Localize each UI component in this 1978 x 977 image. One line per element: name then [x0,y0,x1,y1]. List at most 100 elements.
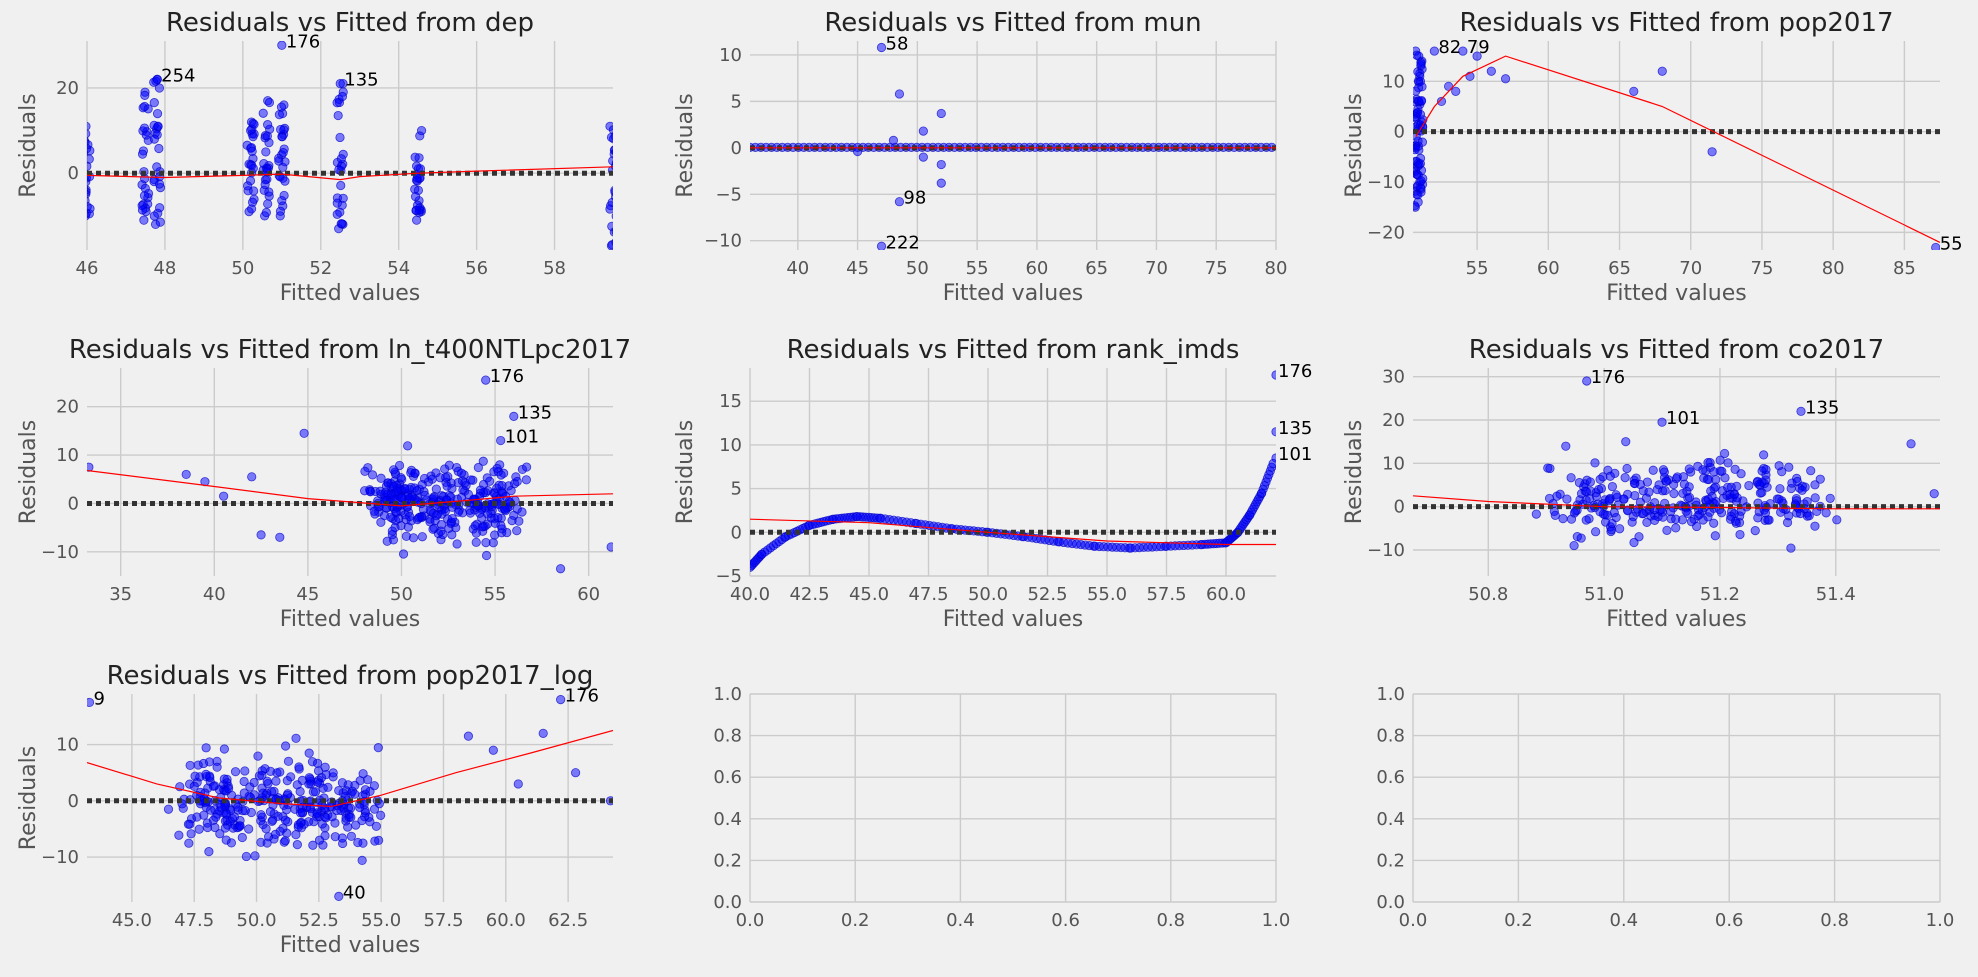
residual-point [610,193,613,201]
residual-point [215,829,225,839]
residual-point [268,815,278,825]
residual-point [1669,488,1679,499]
residual-point [152,109,163,119]
outlier-point [488,745,498,755]
outlier-point [1472,51,1482,61]
y-axis-label: Residuals [1342,420,1367,524]
y-tick-label: 0.4 [1376,809,1405,830]
residual-point [184,838,194,848]
residual-point [332,209,342,219]
residual-point [283,756,294,766]
residual-point [374,835,384,845]
x-axis-label: Fitted values [1606,281,1746,306]
residual-point [496,470,506,480]
residual-point [1825,493,1835,503]
outlier-point [1629,86,1639,96]
residual-point [1562,494,1572,504]
residual-point [400,484,410,494]
x-tick-label: 45 [296,584,319,605]
outlier-point [87,462,94,472]
y-tick-label: −5 [715,184,742,205]
residual-point [408,533,419,543]
point-annotation: 254 [161,65,195,86]
residual-point [1726,511,1736,521]
residual-point [345,803,356,813]
residual-point [1595,507,1605,517]
residual-point [185,760,195,771]
x-tick-label: 60 [577,584,600,605]
lowess-line [1415,55,1940,243]
residual-point [1703,458,1713,468]
residual-point [292,840,302,850]
outlier-point [888,135,899,145]
residual-point [1744,480,1754,491]
residual-point [388,481,398,491]
residual-point [610,186,613,195]
x-tick-label: 50 [231,258,254,279]
x-tick-label: 0.8 [1156,910,1185,931]
outlier-point [299,428,309,438]
residual-point [391,507,401,517]
residual-point [312,809,322,819]
residual-point [1760,508,1771,518]
x-tick-label: 52.5 [299,910,339,931]
x-tick-label: 85 [1893,258,1916,279]
residual-point [500,504,510,515]
point-annotation: 101 [1666,408,1700,429]
y-tick-label: −10 [1367,540,1405,561]
y-tick-label: 5 [731,479,742,500]
residual-point [261,207,271,218]
residual-point [264,97,275,108]
residual-point [357,855,367,866]
residual-point [1622,463,1632,474]
residual-point [607,221,613,231]
residual-point [379,510,390,521]
y-tick-label: −20 [1367,222,1405,243]
residual-point [512,526,522,536]
point-annotation: 9 [93,688,104,709]
residual-point [1804,511,1814,521]
residual-point [1581,487,1592,497]
residual-point [417,480,427,490]
residual-point [137,205,148,215]
residual-point [371,821,381,831]
residual-point [1692,521,1702,532]
residual-point [155,217,165,227]
residual-point [240,766,250,776]
x-axis-label: Fitted values [943,607,1083,632]
x-tick-label: 0.4 [946,910,975,931]
x-tick-label: 46 [76,258,99,279]
residual-point [262,776,272,786]
outlier-point [152,74,162,84]
y-tick-label: 10 [56,445,79,466]
residual-point [1544,493,1555,504]
residual-point [470,521,480,531]
residual-point [417,532,427,542]
y-tick-label: 0 [1394,122,1405,143]
y-tick-label: 0 [68,493,79,514]
residual-point [1730,464,1740,474]
y-tick-label: −10 [41,542,79,563]
residual-point [1684,482,1694,492]
residual-point [412,200,423,210]
residual-point [312,777,323,787]
residual-point [247,146,257,156]
x-tick-label: 57.5 [423,910,463,931]
residual-point [431,484,441,494]
x-tick-label: 56 [465,258,488,279]
residual-point [239,776,249,787]
residual-point [396,493,407,503]
x-tick-label: 70 [1145,258,1168,279]
outlier-point [275,532,285,542]
point-annotation: 82 [1438,37,1461,58]
residual-point [514,516,524,526]
residual-point [1561,441,1571,451]
x-tick-label: 55.0 [361,910,401,931]
residual-point [1720,473,1730,483]
y-tick-label: 20 [56,397,79,418]
residual-point [1630,490,1640,501]
y-tick-label: 10 [1382,71,1405,92]
residual-point [154,83,165,93]
residual-point [332,805,342,816]
x-tick-label: 0.6 [1715,910,1744,931]
